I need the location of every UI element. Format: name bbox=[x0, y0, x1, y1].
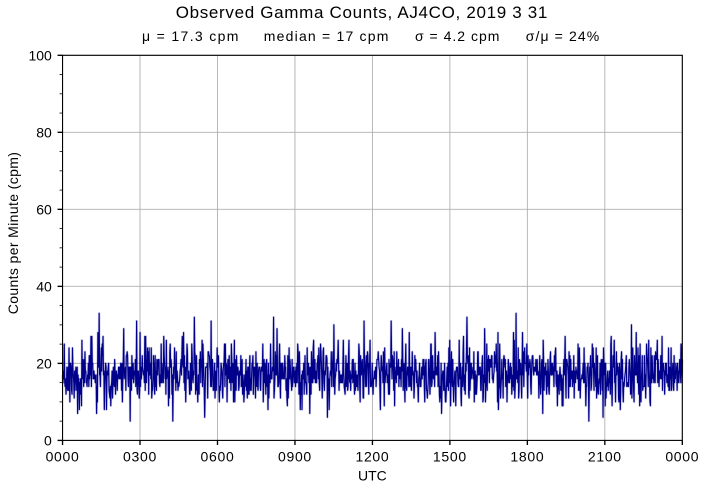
svg-text:σ = 4.2 cpm: σ = 4.2 cpm bbox=[415, 28, 500, 44]
svg-text:σ/μ = 24%: σ/μ = 24% bbox=[526, 28, 600, 44]
svg-text:0600: 0600 bbox=[201, 449, 235, 465]
svg-text:0: 0 bbox=[44, 433, 52, 449]
svg-text:1200: 1200 bbox=[355, 449, 389, 465]
svg-text:median = 17 cpm: median = 17 cpm bbox=[264, 28, 390, 44]
svg-text:60: 60 bbox=[36, 202, 52, 218]
svg-text:80: 80 bbox=[36, 125, 52, 141]
svg-text:0300: 0300 bbox=[123, 449, 157, 465]
svg-text:Observed Gamma Counts, AJ4CO,: Observed Gamma Counts, AJ4CO, 2019 3 31 bbox=[176, 3, 548, 22]
svg-text:1800: 1800 bbox=[510, 449, 544, 465]
svg-text:20: 20 bbox=[36, 356, 52, 372]
svg-text:Counts per Minute (cpm): Counts per Minute (cpm) bbox=[5, 152, 21, 315]
svg-text:μ = 17.3 cpm: μ = 17.3 cpm bbox=[142, 28, 240, 44]
svg-text:0900: 0900 bbox=[278, 449, 312, 465]
svg-text:1500: 1500 bbox=[433, 449, 467, 465]
svg-text:2100: 2100 bbox=[588, 449, 622, 465]
svg-text:100: 100 bbox=[28, 48, 52, 64]
svg-text:0000: 0000 bbox=[665, 449, 699, 465]
svg-text:0000: 0000 bbox=[46, 449, 80, 465]
svg-text:40: 40 bbox=[36, 279, 52, 295]
svg-text:UTC: UTC bbox=[358, 468, 387, 484]
